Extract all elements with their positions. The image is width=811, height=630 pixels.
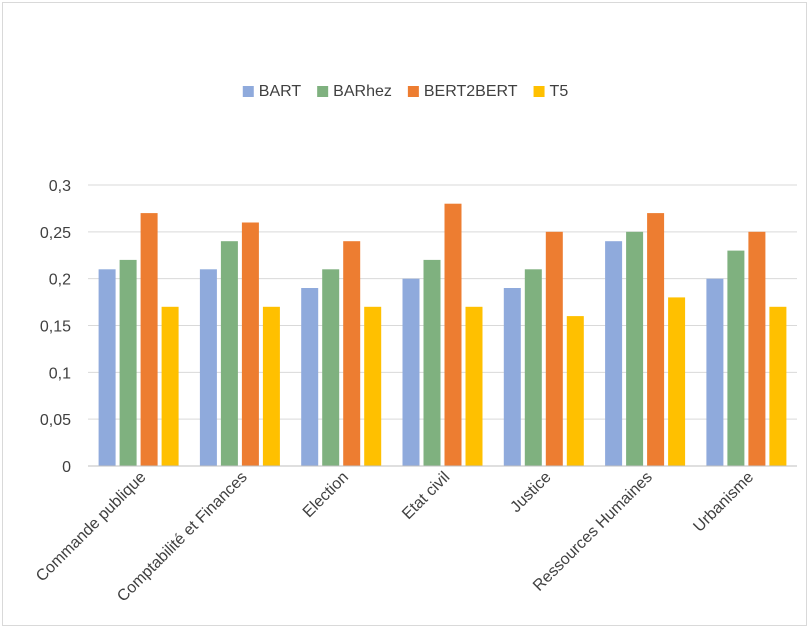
bar bbox=[322, 269, 340, 466]
legend-item: T5 bbox=[533, 83, 569, 100]
bar bbox=[343, 241, 361, 466]
bar bbox=[262, 306, 280, 466]
bar bbox=[626, 231, 644, 466]
legend-label: BART bbox=[259, 83, 302, 100]
bar bbox=[706, 278, 724, 466]
x-category-label: Ressources Humaines bbox=[530, 469, 656, 595]
bar bbox=[98, 269, 116, 466]
x-category-label: Urbanisme bbox=[690, 469, 757, 536]
legend-label: BERT2BERT bbox=[424, 83, 518, 100]
bar bbox=[241, 222, 259, 466]
legend-item: BART bbox=[242, 83, 302, 100]
legend-item: BARhez bbox=[317, 83, 392, 100]
y-tick-label: 0,05 bbox=[40, 412, 71, 429]
bar bbox=[524, 269, 542, 466]
bar bbox=[199, 269, 217, 466]
bar bbox=[364, 306, 382, 466]
bar bbox=[727, 250, 745, 466]
x-category-label: Commande publique bbox=[33, 469, 149, 585]
bar bbox=[402, 278, 420, 466]
bar bbox=[545, 231, 563, 466]
bar bbox=[301, 288, 319, 466]
x-category-label: Etat civil bbox=[399, 469, 453, 523]
bar bbox=[769, 306, 787, 466]
bar bbox=[668, 297, 686, 466]
bars bbox=[98, 203, 787, 466]
legend-label: T5 bbox=[550, 83, 569, 100]
legend-label: BARhez bbox=[333, 83, 392, 100]
x-category-label: Justice bbox=[507, 469, 554, 516]
legend-item: BERT2BERT bbox=[407, 83, 518, 100]
bar bbox=[566, 316, 584, 466]
x-category-label: Election bbox=[300, 469, 352, 521]
legend-swatch bbox=[533, 86, 545, 97]
bar bbox=[444, 203, 462, 466]
bar bbox=[423, 259, 441, 466]
bar bbox=[220, 241, 238, 466]
bar bbox=[465, 306, 483, 466]
gridlines bbox=[88, 184, 797, 420]
legend: BART BARhez BERT2BERT T5 bbox=[242, 83, 569, 100]
y-tick-label: 0,1 bbox=[49, 365, 71, 382]
y-tick-label: 0,15 bbox=[40, 319, 71, 336]
y-tick-label: 0,25 bbox=[40, 225, 71, 242]
bar bbox=[140, 213, 158, 466]
bar bbox=[748, 231, 766, 466]
y-tick-label: 0 bbox=[62, 459, 71, 476]
legend-swatch bbox=[317, 86, 329, 97]
y-tick-label: 0,2 bbox=[49, 272, 71, 289]
y-axis-tick-labels: 0 0,05 0,1 0,15 0,2 0,25 0,3 bbox=[40, 178, 71, 476]
bar bbox=[119, 259, 137, 466]
legend-swatch bbox=[407, 86, 419, 97]
bar bbox=[647, 213, 665, 466]
y-tick-label: 0,3 bbox=[49, 178, 71, 195]
bar bbox=[503, 288, 521, 466]
bar bbox=[161, 306, 179, 466]
legend-swatch bbox=[242, 86, 254, 97]
bar bbox=[605, 241, 623, 466]
